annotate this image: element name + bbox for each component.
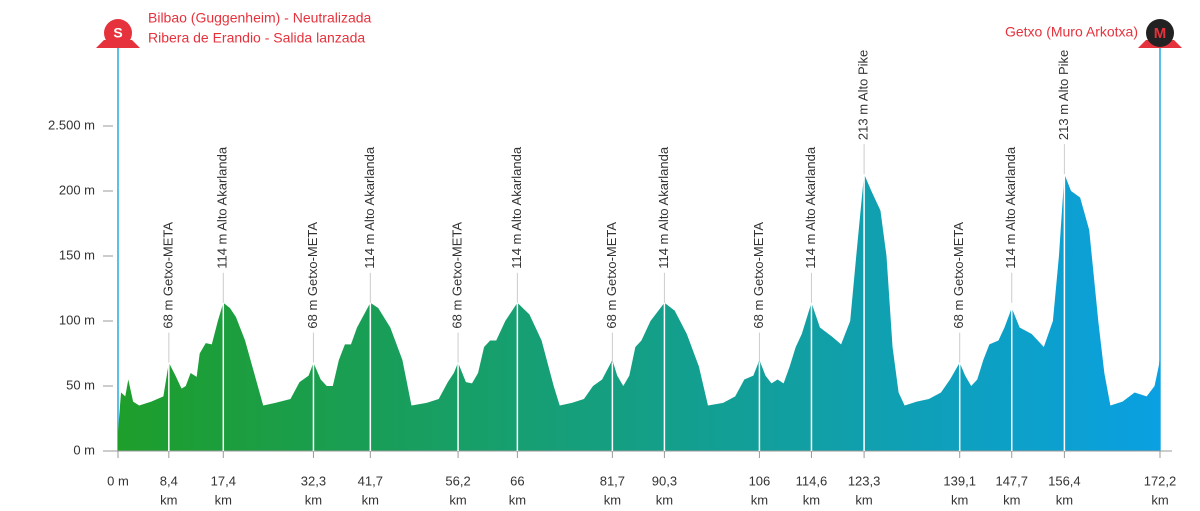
x-tick-label: 114,6	[796, 473, 828, 488]
x-tick-label: 32,3	[301, 473, 326, 488]
y-tick-label: 100 m	[59, 312, 95, 327]
y-tick-label: 150 m	[59, 247, 95, 262]
x-tick-label: 66	[510, 473, 524, 488]
x-tick-unit: km	[951, 492, 968, 507]
y-tick-label: 2.500 m	[48, 117, 95, 132]
x-tick-label: 156,4	[1048, 473, 1081, 488]
x-tick-unit: km	[215, 492, 232, 507]
y-tick-label: 200 m	[59, 182, 95, 197]
profile-area	[118, 174, 1160, 451]
x-tick-unit: km	[751, 492, 768, 507]
annotation-label: 68 m Getxo-META	[305, 222, 320, 329]
x-tick-unit: km	[362, 492, 379, 507]
finish-line-label: Getxo (Muro Arkotxa)	[1005, 24, 1138, 40]
annotation-label: 114 m Alto Akarlanda	[362, 146, 377, 269]
annotation-label: 68 m Getxo-META	[951, 222, 966, 329]
x-tick-label: 172,2	[1144, 473, 1177, 488]
x-tick-unit: km	[449, 492, 466, 507]
finish-icon: M	[1138, 19, 1182, 48]
x-tick-label: 123,3	[848, 473, 881, 488]
x-tick-unit: km	[604, 492, 621, 507]
x-tick-unit: km	[1056, 492, 1073, 507]
x-tick-unit: km	[803, 492, 820, 507]
annotation-label: 114 m Alto Akarlanda	[509, 146, 524, 269]
x-tick-unit: km	[160, 492, 177, 507]
annotation-label: 114 m Alto Akarlanda	[803, 146, 818, 269]
x-tick-label: 106	[749, 473, 771, 488]
y-tick-label: 50 m	[66, 377, 95, 392]
x-tick-unit: km	[1003, 492, 1020, 507]
x-tick-unit: km	[1151, 492, 1168, 507]
annotation-label: 68 m Getxo-META	[450, 222, 465, 329]
start-line-2: Ribera de Erandio - Salida lanzada	[148, 30, 365, 46]
x-tick-unit: km	[656, 492, 673, 507]
x-tick-label: 17,4	[211, 473, 236, 488]
annotation-label: 213 m Alto Pike	[1056, 50, 1071, 140]
annotation-label: 114 m Alto Akarlanda	[215, 146, 230, 269]
annotation-label: 114 m Alto Akarlanda	[656, 146, 671, 269]
annotation-label: 213 m Alto Pike	[856, 50, 871, 140]
y-tick-label: 0 m	[73, 442, 95, 457]
x-tick-unit: km	[509, 492, 526, 507]
x-tick-unit: km	[855, 492, 872, 507]
start-icon-label: S	[113, 25, 122, 41]
annotation-label: 68 m Getxo-META	[751, 222, 766, 329]
x-tick-label: 56,2	[445, 473, 470, 488]
x-tick-label: 81,7	[600, 473, 625, 488]
start-icon: S	[96, 19, 140, 48]
x-tick-label: 90,3	[652, 473, 677, 488]
x-tick-label: 139,1	[943, 473, 976, 488]
annotation-label: 68 m Getxo-META	[604, 222, 619, 329]
annotation-label: 114 m Alto Akarlanda	[1003, 146, 1018, 269]
annotation-label: 68 m Getxo-META	[160, 222, 175, 329]
x-tick-unit: km	[305, 492, 322, 507]
x-tick-label: 147,7	[995, 473, 1028, 488]
x-tick-label: 8,4	[160, 473, 178, 488]
x-tick-label: 41,7	[358, 473, 383, 488]
x-tick-label: 0 m	[107, 473, 129, 488]
finish-icon-label: M	[1154, 25, 1167, 42]
start-line-1: Bilbao (Guggenheim) - Neutralizada	[148, 10, 372, 26]
